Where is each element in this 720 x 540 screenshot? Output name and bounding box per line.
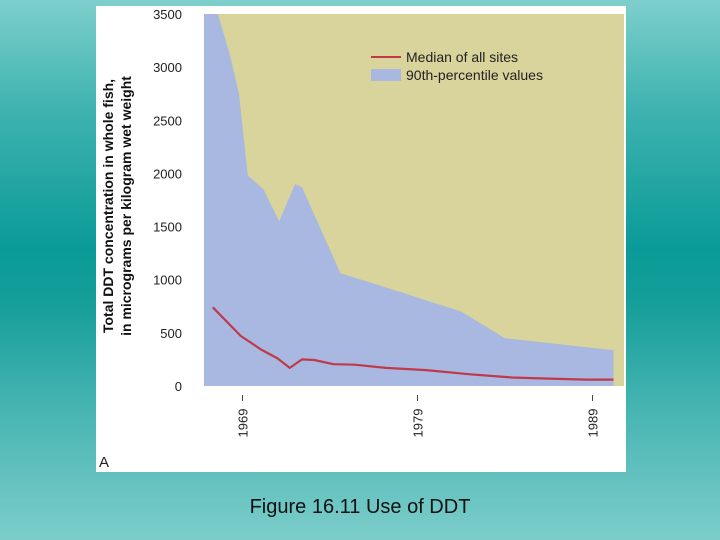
legend: Median of all sites 90th-percentile valu… xyxy=(371,49,543,83)
y-tick-label: 500 xyxy=(160,326,182,341)
legend-area-swatch xyxy=(371,69,401,81)
y-tick-label: 3000 xyxy=(153,60,182,75)
y-tick-label: 0 xyxy=(175,379,182,394)
legend-median-label: Median of all sites xyxy=(406,49,518,65)
y-axis-title-line2: in micrograms per kilogram wet weight xyxy=(118,76,134,336)
x-tick-label: 1989 xyxy=(586,409,601,438)
y-axis-title-line1: Total DDT concentration in whole fish, xyxy=(100,79,116,333)
percentile-area xyxy=(204,14,614,386)
y-axis-ticks: 0 500 1000 1500 2000 2500 3000 3500 xyxy=(153,7,182,394)
y-tick-label: 2500 xyxy=(153,113,182,128)
y-tick-label: 1000 xyxy=(153,273,182,288)
x-axis-ticks: 1969 1979 1989 xyxy=(236,395,601,437)
figure-caption: Figure 16.11 Use of DDT xyxy=(249,496,471,518)
panel-letter: A xyxy=(99,454,109,471)
figure-panel: 0 500 1000 1500 2000 2500 3000 3500 1969 1979 198… xyxy=(96,6,626,472)
y-tick-label: 1500 xyxy=(153,220,182,235)
x-tick-label: 1979 xyxy=(411,409,426,438)
legend-area-label: 90th-percentile values xyxy=(406,67,543,83)
y-tick-label: 3500 xyxy=(153,7,182,22)
y-tick-label: 2000 xyxy=(153,166,182,181)
x-tick-label: 1969 xyxy=(236,409,251,438)
median-line xyxy=(212,306,614,381)
ddt-chart: 0 500 1000 1500 2000 2500 3000 3500 1969 1979 198… xyxy=(99,7,624,471)
